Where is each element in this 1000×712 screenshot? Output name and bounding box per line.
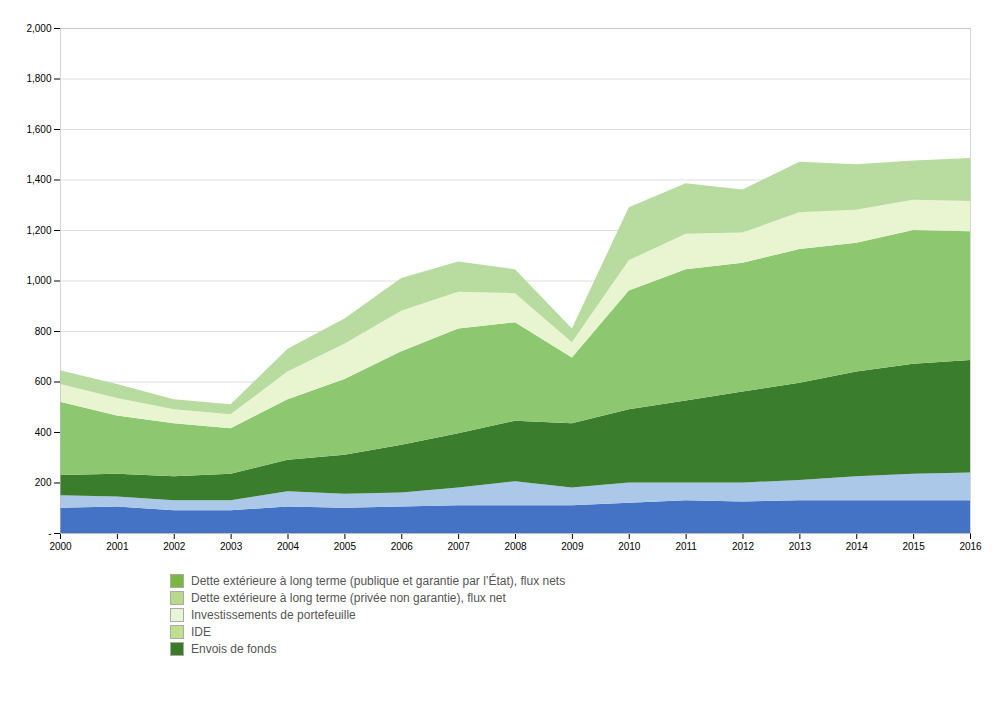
svg-text:2001: 2001: [106, 541, 129, 552]
svg-text:1,600: 1,600: [26, 124, 51, 135]
html-text:IDE: IDE: [191, 625, 211, 639]
svg-text:2014: 2014: [846, 541, 869, 552]
html-text:Dette extérieure à long terme: Dette extérieure à long terme (publique …: [191, 574, 566, 588]
svg-text:2005: 2005: [334, 541, 357, 552]
svg-text:1,200: 1,200: [26, 225, 51, 236]
svg-text:1,800: 1,800: [26, 73, 51, 84]
svg-text:2004: 2004: [277, 541, 300, 552]
svg-text:1,000: 1,000: [26, 275, 51, 286]
svg-text:2007: 2007: [448, 541, 471, 552]
svg-text:2016: 2016: [959, 541, 982, 552]
svg-text:2010: 2010: [618, 541, 641, 552]
svg-text:2000: 2000: [49, 541, 72, 552]
svg-text:800: 800: [35, 326, 52, 337]
svg-text:2002: 2002: [163, 541, 186, 552]
svg-text:2006: 2006: [391, 541, 414, 552]
svg-text:400: 400: [35, 427, 52, 438]
html-text:Envois de fonds: Envois de fonds: [191, 642, 277, 656]
html-text:Dette extérieure à long terme: Dette extérieure à long terme (privée no…: [191, 591, 506, 605]
svg-text:600: 600: [35, 376, 52, 387]
svg-text:2012: 2012: [732, 541, 755, 552]
html-text:Investissements de portefeuill: Investissements de portefeuille: [191, 608, 356, 622]
svg-text:2013: 2013: [789, 541, 812, 552]
svg-text:2009: 2009: [561, 541, 584, 552]
svg-text:-: -: [48, 528, 51, 539]
svg-text:1,400: 1,400: [26, 174, 51, 185]
svg-text:2015: 2015: [903, 541, 926, 552]
svg-text:2008: 2008: [504, 541, 527, 552]
svg-text:2003: 2003: [220, 541, 243, 552]
svg-text:2011: 2011: [675, 541, 697, 552]
svg-text:200: 200: [35, 477, 52, 488]
svg-text:2,000: 2,000: [26, 23, 51, 34]
